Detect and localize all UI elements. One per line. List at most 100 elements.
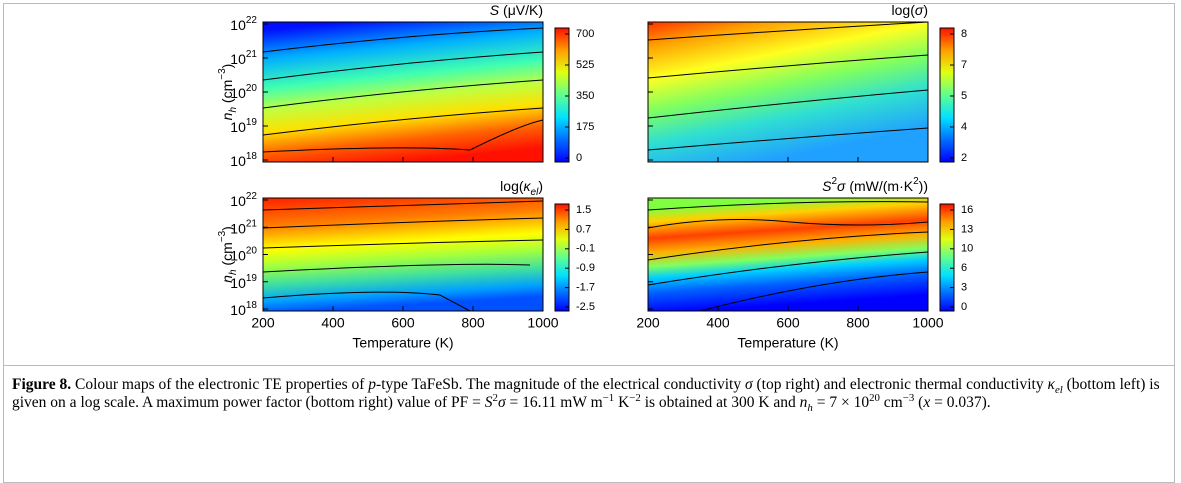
x-tick-label: 800	[461, 315, 485, 331]
text-part: (cm	[219, 242, 235, 269]
y-tick-label: 1018	[230, 300, 257, 318]
colorbar-tick-label: 16	[961, 204, 973, 216]
contour-fill	[263, 198, 543, 311]
colorbar-tick-label: 0.7	[576, 223, 591, 235]
text-part: −3	[217, 68, 228, 80]
y-tick-label: 1022	[230, 15, 257, 33]
contour-line	[262, 27, 544, 153]
caption-text: -type TaFeSb. The magnitude of the elect…	[376, 376, 745, 393]
text-part: (cm	[219, 80, 235, 107]
colorbar-tick-label: -1.7	[576, 282, 595, 294]
caption-text: Figure 8.	[12, 376, 72, 393]
text-part: 18	[246, 151, 258, 162]
x-tick-label: 400	[706, 315, 730, 331]
y-tick-label: 1020	[230, 83, 257, 101]
text-part: 10	[230, 220, 246, 236]
caption-text: h	[807, 402, 813, 415]
text-part: )	[219, 64, 235, 69]
caption-text: = 7 × 10	[812, 394, 870, 411]
text-part: 10	[230, 51, 246, 67]
y-tick-label: 1019	[230, 117, 257, 135]
colorbar-tick-label: 7	[961, 59, 967, 71]
panel-title: log(σ)	[892, 2, 928, 18]
caption-text: (bottom left) is given on a log scale. A…	[12, 376, 1160, 411]
caption-text: σ	[744, 376, 753, 393]
text-part: log(	[892, 2, 916, 18]
colorbar-tick-label: 525	[576, 59, 594, 71]
panel-title: S (μV/K)	[490, 2, 543, 18]
text-part: −3	[217, 230, 228, 242]
text-part: 22	[246, 15, 258, 26]
colorbar-tick-label: 350	[576, 90, 594, 102]
colorbar	[939, 27, 955, 163]
caption-text: 20	[869, 391, 880, 404]
text-part: (μV/K)	[499, 2, 543, 18]
caption: Figure 8. Colour maps of the electronic …	[12, 376, 1167, 415]
contour-maps	[262, 21, 929, 312]
y-tick-label: 1022	[230, 191, 257, 209]
text-part: )	[219, 226, 235, 231]
y-tick-label: 1021	[230, 218, 257, 236]
text-part: 21	[246, 49, 258, 60]
caption-text: −3	[902, 391, 915, 404]
x-tick-label: 400	[321, 315, 345, 331]
colorbar-tick-label: 6	[961, 262, 967, 274]
text-part: S	[490, 2, 500, 18]
colorbar-tick-label: -2.5	[576, 301, 595, 313]
x-tick-label: 600	[776, 315, 800, 331]
text-part: 10	[230, 85, 246, 101]
colorbar-tick-label: 700	[576, 28, 594, 40]
colorbar-tick-label: 1.5	[576, 204, 591, 216]
contour-fill	[648, 22, 928, 162]
x-tick-label: 200	[251, 315, 275, 331]
caption-text: is obtained at 300 K and	[640, 394, 800, 411]
x-axis-label: Temperature (K)	[737, 335, 838, 351]
text-part: )	[538, 178, 543, 194]
contour-fill	[648, 198, 928, 311]
colorbar-tick-label: 175	[576, 121, 594, 133]
colorbar-tick-label: -0.1	[576, 243, 595, 255]
page: S (μV/K) 700 525 350 175 0 1022 1021 1020 1019 101…	[3, 1, 1175, 483]
text-part: 19	[246, 273, 258, 284]
text-part: 19	[246, 117, 258, 128]
caption-text: = 16.11 mW m	[505, 394, 603, 411]
text-part: 10	[230, 153, 246, 169]
caption-text: σ	[497, 394, 506, 411]
colorbar-tick-label: 10	[961, 243, 973, 255]
y-tick-label: 1020	[230, 246, 257, 264]
text-part: 10	[230, 193, 246, 209]
figure: S (μV/K)70052535017501022102110201019101…	[217, 2, 973, 351]
text-part: 18	[246, 300, 258, 311]
contour-line	[647, 21, 929, 151]
text-part: 10	[230, 302, 246, 318]
contour-line	[262, 200, 544, 312]
caption-text: x	[923, 394, 931, 411]
text-part: σ	[915, 2, 924, 18]
x-axis-label: Temperature (K)	[352, 335, 453, 351]
caption-text: −1	[602, 391, 615, 404]
colorbar	[939, 203, 955, 312]
caption-text: p	[368, 376, 377, 393]
text-part: σ	[837, 178, 846, 194]
caption-text: Colour maps of the electronic TE propert…	[71, 376, 369, 393]
colorbar	[554, 203, 570, 312]
text-part: h	[228, 107, 239, 113]
y-tick-label: 1021	[230, 49, 257, 67]
text-part: 2	[831, 176, 837, 187]
colorbar-tick-label: 3	[961, 282, 967, 294]
text-part: 22	[246, 191, 258, 202]
caption-text: −2	[629, 391, 641, 404]
y-tick-label: 1018	[230, 151, 257, 169]
text-part: el	[531, 187, 540, 198]
caption-text: el	[1054, 384, 1063, 397]
text-part: n	[219, 112, 235, 120]
colorbar	[554, 27, 570, 163]
colorbar-tick-label: 5	[961, 90, 967, 102]
text-part: h	[228, 269, 239, 275]
text-part: 10	[230, 119, 246, 135]
text-part: (mW/(m·K	[845, 178, 913, 194]
colorbar-tick-label: 13	[961, 223, 973, 235]
colorbar-tick-label: -0.9	[576, 262, 595, 274]
x-tick-label: 1000	[527, 315, 558, 331]
x-tick-label: 600	[391, 315, 415, 331]
